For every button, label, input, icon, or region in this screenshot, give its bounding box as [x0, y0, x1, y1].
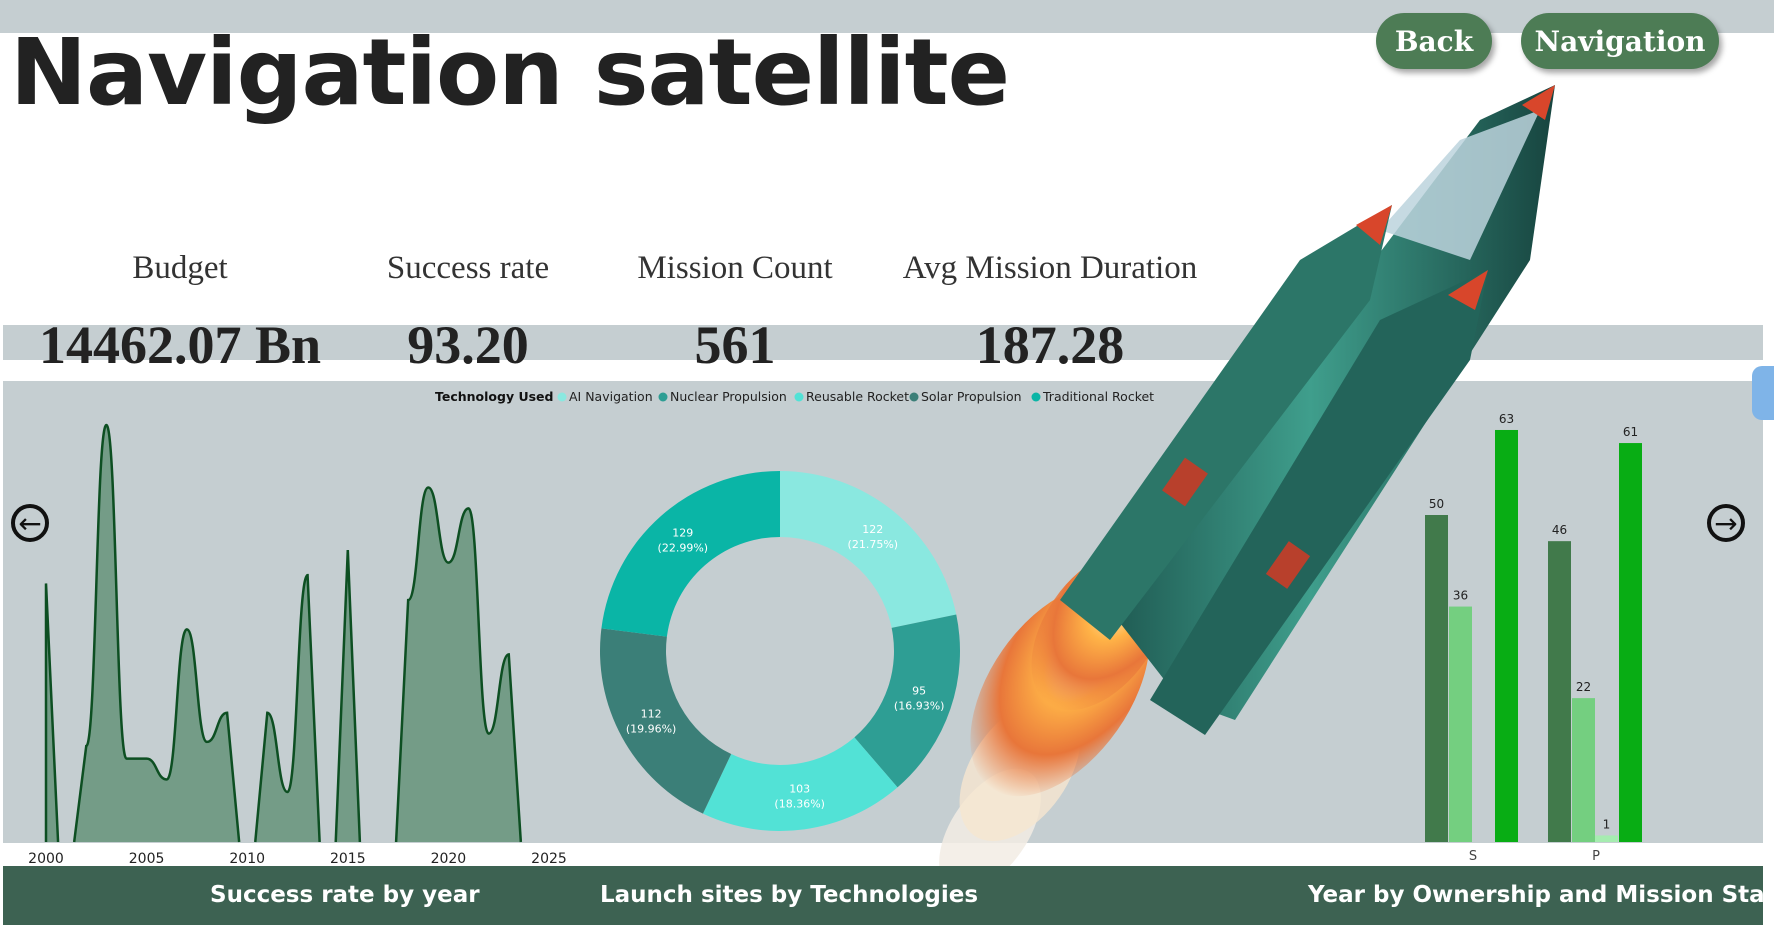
- area-x-tick-2010: 2010: [229, 851, 265, 867]
- donut-label-2: 103 (18.36%): [774, 783, 825, 811]
- bar-S-series-1[interactable]: [1449, 606, 1472, 842]
- bar-label-S-0: 50: [1429, 497, 1444, 511]
- donut-label-0: 122 (21.75%): [848, 523, 899, 551]
- donut-slice-solar-propulsion[interactable]: [600, 628, 732, 814]
- bar-P-series-0[interactable]: [1548, 541, 1571, 842]
- kpi-avg-duration-label: Avg Mission Duration: [902, 250, 1198, 286]
- area-x-tick-2015: 2015: [330, 851, 366, 867]
- donut-legend-title: Technology Used: [435, 389, 553, 404]
- bar-P-series-1[interactable]: [1572, 698, 1595, 842]
- donut-slice-ai-navigation[interactable]: [780, 471, 957, 628]
- area-chart-title: Success rate by year: [210, 882, 480, 908]
- navigation-button[interactable]: Navigation: [1521, 13, 1719, 69]
- donut-legend-item-0[interactable]: AI Navigation: [569, 389, 653, 404]
- donut-label-3: 112 (19.96%): [626, 708, 677, 736]
- donut-slice-reusable-rocket[interactable]: [702, 737, 898, 831]
- donut-legend-marker-0: [557, 392, 567, 402]
- bar-S-series-0[interactable]: [1425, 515, 1448, 842]
- footer-bar: [3, 866, 1763, 925]
- donut-legend-marker-2: [794, 392, 804, 402]
- bar-label-S-1: 36: [1453, 589, 1468, 603]
- arrow-left-circle-icon[interactable]: ←: [11, 504, 49, 542]
- area-line-4: [394, 486, 523, 843]
- arrow-right-circle-icon[interactable]: →: [1707, 504, 1745, 542]
- back-button[interactable]: Back: [1376, 13, 1492, 69]
- kpi-mission-count-value: 561: [694, 315, 776, 375]
- bar-S-series-3[interactable]: [1495, 429, 1518, 842]
- area-line-2: [254, 573, 321, 843]
- kpi-mission-count-label: Mission Count: [637, 250, 833, 286]
- area-x-tick-2020: 2020: [431, 851, 467, 867]
- bar-x-tick-S: S: [1469, 849, 1477, 864]
- donut-chart-title: Launch sites by Technologies: [600, 882, 979, 908]
- bar-chart-title: Year by Ownership and Mission Status: [1308, 882, 1774, 908]
- area-x-tick-2005: 2005: [129, 851, 165, 867]
- donut-legend-marker-3: [909, 392, 919, 402]
- page-title: Navigation satellite: [10, 19, 1010, 126]
- bar-P-series-3[interactable]: [1619, 443, 1642, 842]
- donut-label-1: 95 (16.93%): [894, 684, 945, 712]
- kpi-avg-duration-value: 187.28: [975, 315, 1125, 375]
- side-panel-tab[interactable]: [1752, 366, 1774, 420]
- area-x-tick-2000: 2000: [28, 851, 64, 867]
- area-x-tick-2025: 2025: [531, 851, 567, 867]
- donut-legend-item-1[interactable]: Nuclear Propulsion: [670, 389, 787, 404]
- donut-legend-item-4[interactable]: Traditional Rocket: [1042, 389, 1154, 404]
- bar-x-tick-P: P: [1592, 849, 1600, 864]
- area-segment-2: [255, 575, 320, 842]
- donut-slice-nuclear-propulsion[interactable]: [854, 614, 960, 788]
- bar-label-P-3: 61: [1623, 425, 1638, 439]
- donut-slice-traditional-rocket[interactable]: [601, 471, 780, 637]
- donut-legend-marker-1: [658, 392, 668, 402]
- donut-legend-item-2[interactable]: Reusable Rocket: [806, 389, 909, 404]
- bar-label-S-3: 63: [1499, 412, 1514, 426]
- area-segment-4: [396, 487, 521, 842]
- bar-P-series-2[interactable]: [1595, 835, 1618, 842]
- area-segment-1: [74, 425, 240, 842]
- bar-label-P-0: 46: [1552, 523, 1567, 537]
- kpi-budget-value: 14462.07 Bn: [38, 315, 322, 375]
- donut-label-4: 129 (22.99%): [658, 527, 709, 555]
- kpi-budget-label: Budget: [132, 250, 228, 286]
- bar-label-P-1: 22: [1576, 680, 1591, 694]
- bar-label-P-2: 1: [1603, 817, 1611, 831]
- area-segment-3: [335, 550, 360, 842]
- kpi-success-rate-value: 93.20: [407, 315, 529, 375]
- donut-legend-marker-4: [1031, 392, 1041, 402]
- donut-legend-item-3[interactable]: Solar Propulsion: [921, 389, 1022, 404]
- rocket-body: [1060, 85, 1555, 735]
- kpi-success-rate-label: Success rate: [386, 250, 550, 286]
